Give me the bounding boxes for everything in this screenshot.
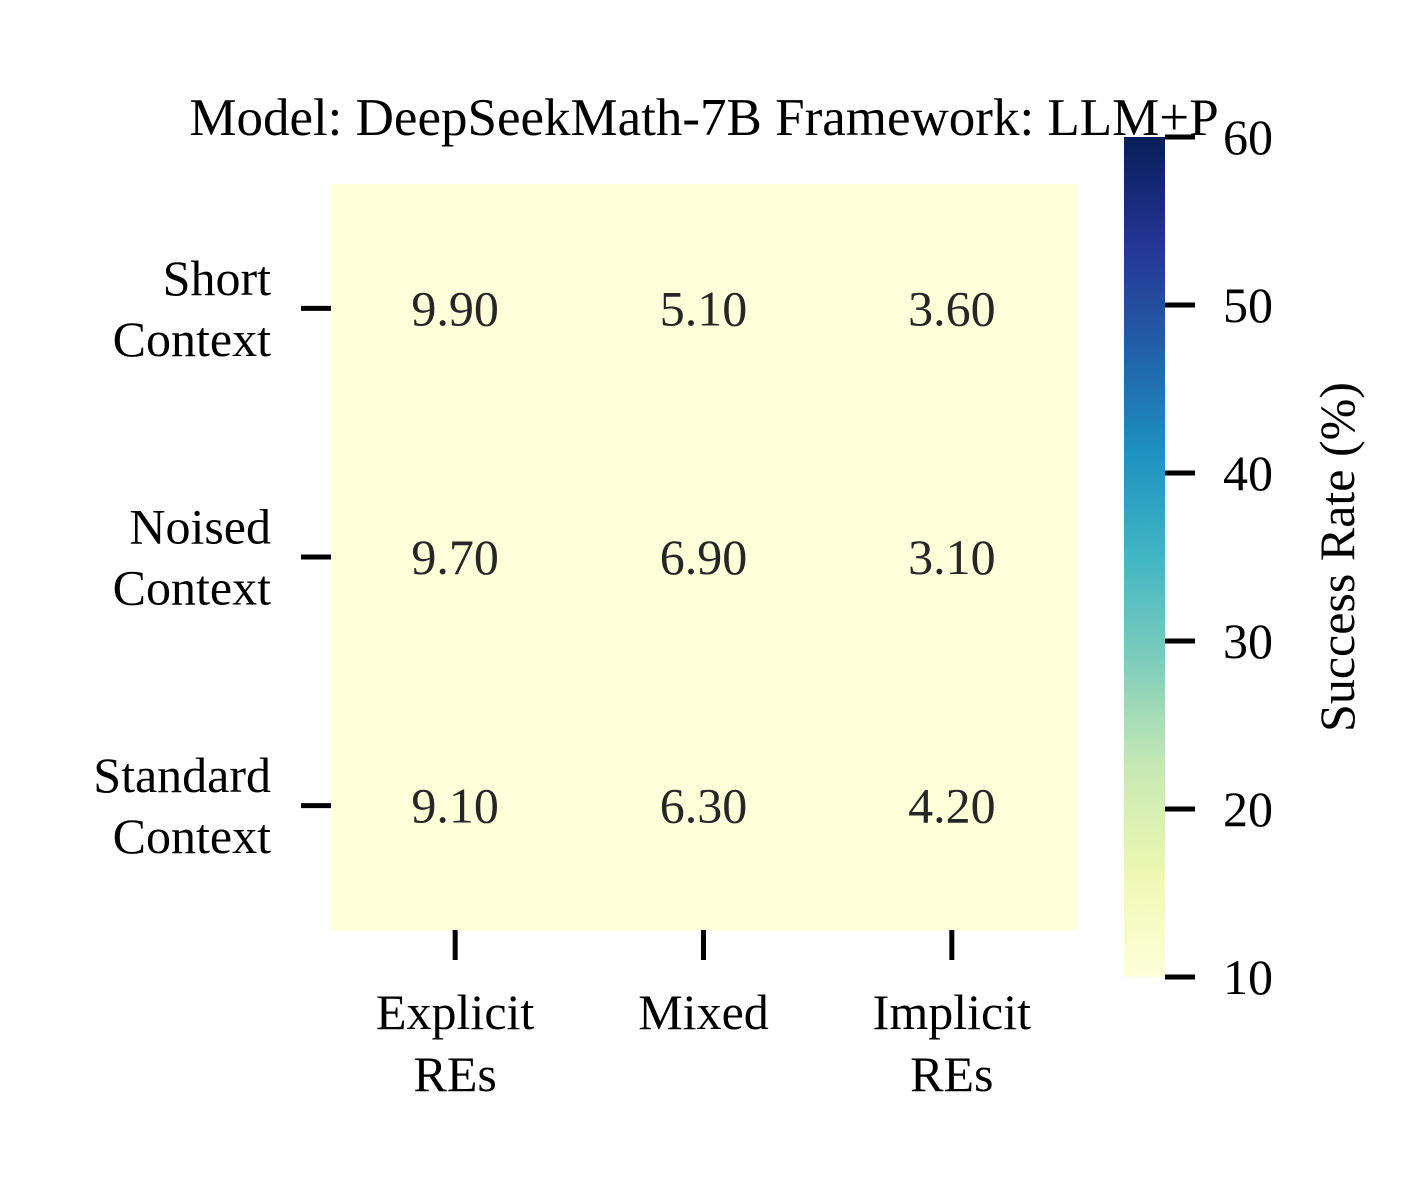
column-label: Mixed (638, 984, 769, 1040)
heatmap-cell (579, 681, 829, 931)
heatmap-cell (827, 432, 1077, 682)
colorbar-tick-label: 20 (1223, 781, 1273, 837)
heatmap-cell (331, 432, 580, 682)
colorbar-tick-label: 10 (1223, 949, 1273, 1005)
cell-value-label: 3.10 (908, 529, 996, 585)
row-axis: Short Context Noised Context Standard Context (93, 250, 331, 864)
colorbar: 10 20 30 40 50 60 (1124, 109, 1273, 1005)
colorbar-tick-label: 40 (1223, 445, 1273, 501)
cell-value-label: 4.20 (908, 778, 996, 834)
heatmap-cell (579, 184, 829, 434)
heatmap-cell (827, 681, 1077, 931)
heatmap-cell (331, 681, 580, 931)
cell-value-label: 3.60 (908, 280, 996, 336)
heatmap-cell (331, 184, 580, 434)
heatmap-cell (579, 432, 829, 682)
column-label: Explicit REs (376, 984, 534, 1102)
heatmap-area: 9.90 5.10 3.60 9.70 6.90 3.10 9.10 6.30 4.20 (331, 184, 1077, 931)
colorbar-tick-label: 30 (1223, 613, 1273, 669)
column-axis: Explicit REs Mixed Implicit REs (376, 930, 1031, 1102)
chart-title: Model: DeepSeekMath-7B Framework: LLM+P (189, 89, 1218, 147)
row-label: Standard Context (93, 747, 271, 864)
heatmap-cell (827, 184, 1077, 434)
cell-value-label: 9.10 (411, 778, 499, 834)
colorbar-gradient (1124, 137, 1165, 977)
cell-value-label: 6.90 (660, 529, 748, 585)
row-label: Short Context (113, 250, 271, 367)
colorbar-tick-label: 50 (1223, 277, 1273, 333)
colorbar-label: Success Rate (%) (1309, 382, 1365, 732)
cell-value-label: 6.30 (660, 778, 748, 834)
cell-value-label: 5.10 (660, 280, 748, 336)
column-label: Implicit REs (873, 984, 1031, 1102)
colorbar-tick-label: 60 (1223, 109, 1273, 165)
cell-value-label: 9.70 (411, 529, 499, 585)
cell-value-label: 9.90 (411, 280, 499, 336)
row-label: Noised Context (113, 499, 271, 616)
